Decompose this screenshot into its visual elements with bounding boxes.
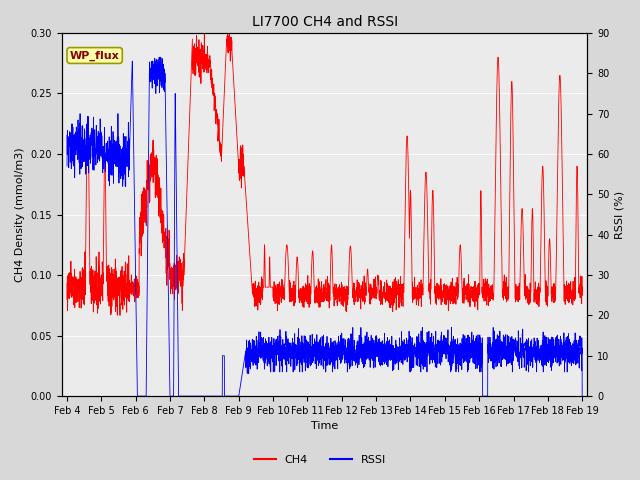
Y-axis label: CH4 Density (mmol/m3): CH4 Density (mmol/m3) [15,147,25,282]
Title: LI7700 CH4 and RSSI: LI7700 CH4 and RSSI [252,15,397,29]
Text: WP_flux: WP_flux [70,50,120,60]
X-axis label: Time: Time [311,421,339,432]
Legend: CH4, RSSI: CH4, RSSI [249,451,391,469]
Y-axis label: RSSI (%): RSSI (%) [615,191,625,239]
